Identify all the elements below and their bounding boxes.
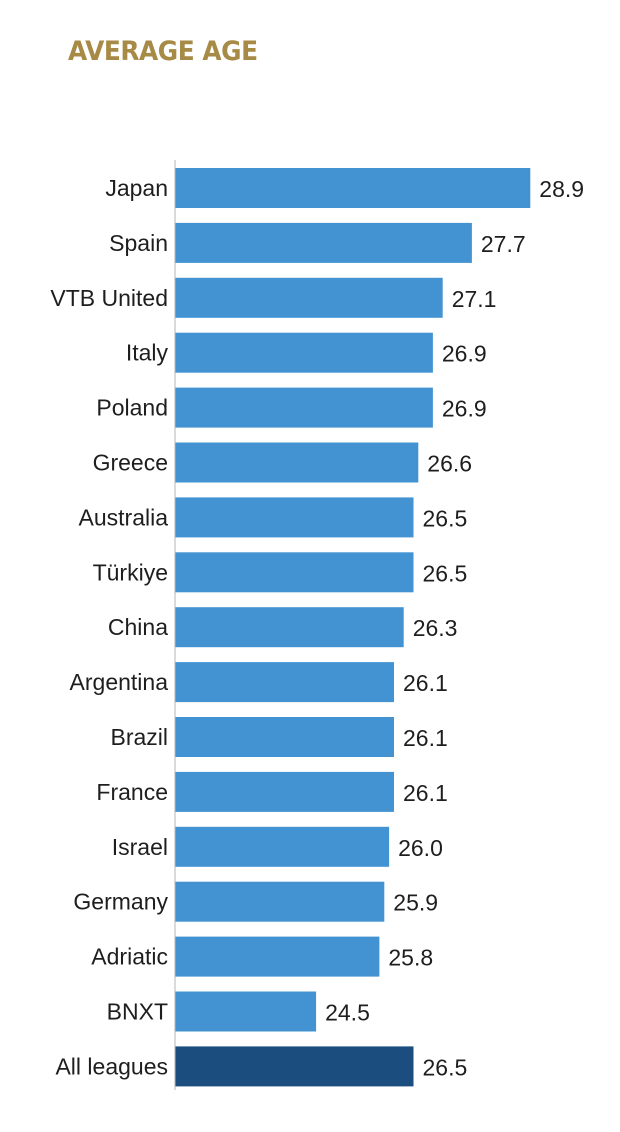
- category-label-china: China: [108, 614, 168, 640]
- category-label-spain: Spain: [109, 230, 168, 256]
- bar-france: [175, 771, 394, 812]
- value-label-vtb-united: 27.1: [452, 286, 497, 312]
- value-label-spain: 27.7: [481, 231, 526, 257]
- bar-brazil: [175, 717, 394, 757]
- value-label-bnxt: 24.5: [325, 1000, 370, 1026]
- bar-all-leagues: [175, 1046, 414, 1087]
- bar-adriatic: [175, 936, 380, 977]
- category-label-poland: Poland: [96, 395, 168, 421]
- bar-australia: [175, 497, 414, 538]
- category-label-turkiye: Türkiye: [93, 559, 168, 585]
- category-label-argentina: Argentina: [70, 669, 169, 695]
- category-label-germany: Germany: [73, 889, 168, 915]
- bar-poland: [175, 387, 433, 428]
- category-label-vtb-united: VTB United: [50, 285, 168, 311]
- category-label-israel: Israel: [112, 834, 168, 860]
- value-label-turkiye: 26.5: [423, 560, 468, 586]
- value-label-brazil: 26.1: [403, 725, 448, 751]
- bar-japan: [175, 168, 531, 208]
- chart-title: AVERAGE AGE: [68, 36, 258, 67]
- bar-bnxt: [175, 991, 317, 1032]
- value-label-greece: 26.6: [427, 451, 472, 477]
- category-label-adriatic: Adriatic: [91, 944, 168, 970]
- category-label-all-leagues: All leagues: [55, 1053, 168, 1079]
- value-label-australia: 26.5: [423, 505, 468, 531]
- category-label-japan: Japan: [105, 175, 168, 201]
- bar-italy: [175, 332, 433, 373]
- category-label-brazil: Brazil: [110, 724, 168, 750]
- bar-china: [175, 607, 404, 648]
- value-label-all-leagues: 26.5: [423, 1054, 468, 1080]
- bar-argentina: [175, 662, 394, 703]
- bar-vtb-united: [175, 277, 443, 318]
- category-label-france: France: [96, 779, 168, 805]
- category-label-bnxt: BNXT: [107, 999, 168, 1025]
- value-label-adriatic: 25.8: [388, 945, 433, 971]
- value-label-argentina: 26.1: [403, 670, 448, 696]
- bar-germany: [175, 881, 385, 922]
- bar-spain: [175, 222, 472, 263]
- value-label-israel: 26.0: [398, 835, 443, 861]
- value-label-japan: 28.9: [539, 176, 584, 202]
- value-label-italy: 26.9: [442, 341, 487, 367]
- bar-turkiye: [175, 552, 414, 593]
- value-label-france: 26.1: [403, 780, 448, 806]
- bar-israel: [175, 826, 390, 867]
- bar-greece: [175, 442, 419, 483]
- category-label-australia: Australia: [79, 504, 169, 530]
- value-label-poland: 26.9: [442, 396, 487, 422]
- value-label-china: 26.3: [413, 615, 458, 641]
- category-label-greece: Greece: [93, 450, 168, 476]
- value-label-germany: 25.9: [393, 890, 438, 916]
- category-label-italy: Italy: [126, 340, 169, 366]
